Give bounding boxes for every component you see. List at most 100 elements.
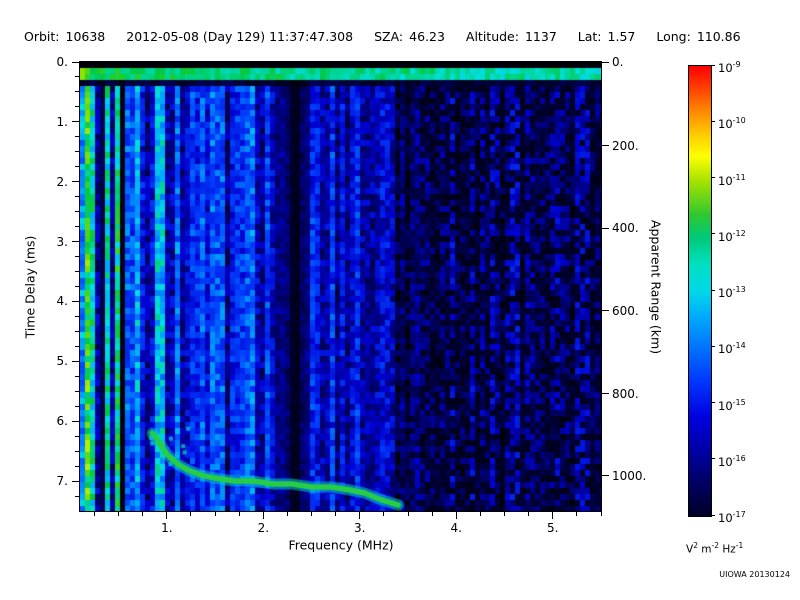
sza-value: 46.23: [409, 29, 445, 44]
colorbar-tick: [711, 289, 715, 291]
y-axis-left-tick-label: 1.: [56, 114, 68, 129]
x-axis-tick-label: 4.: [450, 521, 462, 535]
y-axis-left-tick-label: 4.: [56, 294, 68, 309]
x-axis-tick-label: 3.: [354, 521, 366, 535]
y-axis-left-tick-label: 6.: [56, 414, 68, 429]
orbit-field: Orbit: 10638: [24, 29, 105, 44]
y-axis-left-minor-tick: [75, 91, 79, 93]
x-axis-minor-tick: [407, 512, 409, 516]
colorbar-tick: [711, 233, 715, 235]
datetime-value: 2012-05-08 (Day 129) 11:37:47.308: [126, 29, 354, 44]
y-axis-left-tick-label: 5.: [56, 354, 68, 369]
y-axis-left-tick-label: 2.: [56, 174, 68, 189]
y-axis-left-tick: [72, 121, 79, 123]
x-axis-tick: [359, 512, 361, 519]
y-axis-right-tick-label: 0.: [612, 55, 624, 69]
altitude-field: Altitude: 1137: [466, 29, 557, 44]
x-axis-minor-tick: [238, 512, 240, 516]
long-value: 110.86: [696, 29, 741, 44]
altitude-label: Altitude:: [465, 29, 519, 44]
colorbar-tick-label: 10-11: [718, 172, 746, 188]
x-axis-tick: [262, 512, 264, 519]
long-field: Long: 110.86: [656, 29, 740, 44]
x-axis-minor-tick: [335, 512, 337, 516]
x-axis-tick: [455, 512, 457, 519]
lat-label: Lat:: [577, 29, 602, 44]
y-axis-left-tick: [72, 420, 79, 422]
y-axis-left-minor-tick: [75, 330, 79, 332]
colorbar-tick-label: 10-14: [718, 341, 746, 357]
x-axis-minor-tick: [190, 512, 192, 516]
y-axis-left-minor-tick: [75, 211, 79, 213]
colorbar-tick-label: 10-15: [718, 397, 746, 413]
x-axis-minor-tick: [528, 512, 530, 516]
x-axis-minor-tick: [600, 512, 602, 516]
y-axis-left-tick: [72, 300, 79, 302]
x-axis-minor-tick: [479, 512, 481, 516]
colorbar-tick: [711, 402, 715, 403]
colorbar-tick: [711, 514, 715, 516]
y-axis-left-minor-tick: [75, 450, 79, 452]
ionogram-plot-frame: [79, 61, 602, 512]
y-axis-right-tick: [602, 310, 609, 312]
x-axis-minor-tick: [576, 512, 578, 516]
x-axis-minor-tick: [286, 512, 288, 516]
y-axis-left-minor-tick: [75, 136, 79, 138]
y-axis-left-minor-tick: [75, 375, 79, 377]
colorbar-unit-label: V2 m-2 Hz-1: [686, 541, 744, 556]
x-axis-tick: [166, 512, 168, 519]
colorbar-tick-label: 10-12: [718, 228, 746, 244]
credit-text: UIOWA 20130124: [719, 570, 790, 579]
y-axis-right-tick-label: 400.: [612, 221, 639, 236]
x-axis-minor-tick: [504, 512, 506, 516]
y-axis-left-minor-tick: [75, 76, 79, 78]
y-axis-title-left: Time Delay (ms): [22, 235, 38, 339]
x-axis-minor-tick: [142, 512, 144, 516]
y-axis-title-right: Apparent Range (km): [648, 219, 664, 355]
colorbar: [688, 65, 712, 517]
x-axis-title: Frequency (MHz): [288, 537, 394, 553]
x-axis-minor-tick: [431, 512, 433, 516]
y-axis-left-tick-label: 0.: [56, 55, 68, 69]
y-axis-left-minor-tick: [75, 166, 79, 168]
colorbar-tick: [711, 345, 715, 347]
y-axis-left-minor-tick: [75, 196, 79, 198]
y-axis-left-minor-tick: [75, 286, 79, 287]
y-axis-left-minor-tick: [75, 226, 79, 228]
y-axis-right-tick-label: 800.: [612, 386, 639, 401]
sza-label: SZA:: [374, 29, 404, 44]
colorbar-tick: [711, 458, 715, 460]
x-axis-tick-label: 1.: [161, 521, 173, 535]
y-axis-right-tick-label: 200.: [612, 138, 639, 153]
x-axis-tick-label: 2.: [257, 521, 270, 535]
y-axis-right-tick: [602, 475, 609, 477]
x-axis-minor-tick: [93, 512, 95, 516]
y-axis-left-minor-tick: [75, 256, 79, 258]
y-axis-left-minor-tick: [75, 405, 79, 407]
y-axis-left-minor-tick: [75, 151, 79, 153]
y-axis-right-tick-label: 600.: [612, 303, 639, 318]
colorbar-tick-label: 10-13: [718, 285, 746, 300]
sza-field: SZA: 46.23: [374, 29, 445, 44]
y-axis-left-minor-tick: [75, 345, 79, 347]
orbit-label: Orbit:: [24, 29, 60, 44]
y-axis-right-tick: [602, 227, 609, 229]
y-axis-right-tick: [602, 393, 609, 395]
datetime-field: 2012-05-08 (Day 129) 11:37:47.308: [126, 29, 353, 44]
y-axis-left-tick: [72, 360, 79, 362]
y-axis-left-tick: [72, 181, 79, 183]
lat-field: Lat: 1.57: [578, 29, 636, 44]
colorbar-tick: [711, 177, 715, 178]
colorbar-tick-label: 10-16: [718, 453, 746, 469]
x-axis-tick-label: 5.: [547, 521, 559, 535]
x-axis-minor-tick: [118, 512, 120, 516]
y-axis-left-tick: [72, 61, 79, 63]
colorbar-tick: [711, 64, 715, 66]
orbit-value: 10638: [65, 29, 106, 44]
y-axis-left-minor-tick: [75, 495, 79, 497]
y-axis-left-tick-label: 7.: [56, 474, 68, 489]
y-axis-left-tick: [72, 241, 79, 243]
x-axis-minor-tick: [383, 512, 385, 516]
y-axis-left-tick: [72, 480, 79, 482]
altitude-value: 1137: [524, 29, 557, 44]
